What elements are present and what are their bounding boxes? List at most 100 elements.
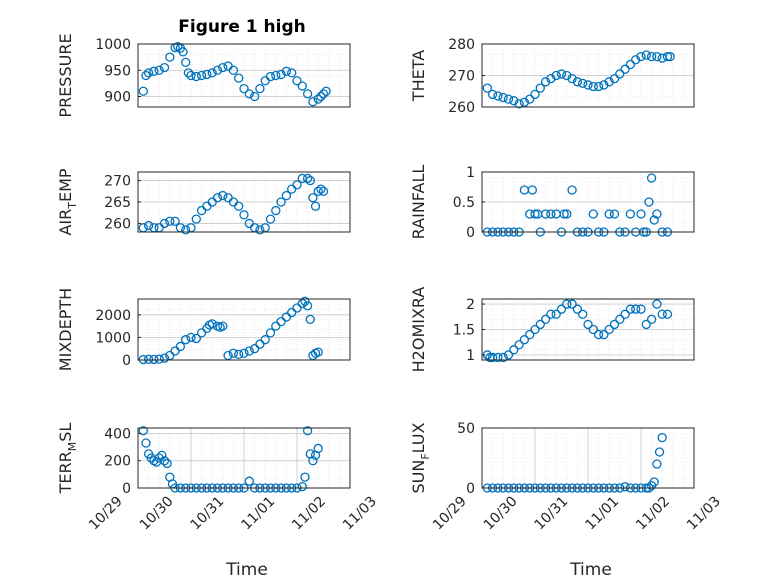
data-point — [196, 70, 207, 81]
data-point — [636, 51, 646, 62]
data-point — [540, 209, 551, 219]
data-point — [313, 443, 323, 454]
y-tick-label: 900 — [104, 90, 131, 106]
data-point — [493, 352, 503, 363]
data-point — [308, 97, 318, 107]
data-point — [503, 350, 514, 360]
data-point — [165, 216, 175, 226]
data-point — [583, 80, 593, 90]
data-point — [302, 89, 313, 99]
data-point — [143, 68, 154, 78]
data-point — [181, 335, 191, 345]
data-point — [228, 348, 239, 358]
data-point — [525, 94, 535, 104]
data-point — [308, 193, 318, 203]
subplot-5: 0 1000 2000 MIXDEPTH — [56, 288, 351, 371]
data-point — [588, 324, 598, 335]
data-point — [321, 86, 331, 96]
data-point — [191, 333, 201, 344]
data-point — [244, 346, 254, 356]
data-point — [212, 193, 223, 203]
data-point — [234, 201, 244, 211]
data-point — [239, 348, 249, 358]
x-tick-label: 10/31 — [532, 494, 572, 534]
data-point — [218, 190, 228, 201]
data-point — [519, 335, 530, 345]
y-tick-label: 270 — [448, 69, 475, 85]
data-point — [649, 215, 659, 225]
data-point — [540, 77, 551, 87]
data-point — [276, 316, 286, 327]
data-point — [556, 69, 567, 79]
x-tick-label: 11/02 — [633, 494, 673, 534]
figure-title: Figure 1 high — [178, 17, 306, 37]
y-tick-label: 0.5 — [453, 195, 475, 211]
data-point — [665, 51, 675, 62]
data-point — [292, 303, 302, 313]
data-point — [649, 477, 659, 487]
data-point — [305, 175, 315, 186]
data-point — [625, 59, 636, 70]
data-point — [588, 81, 598, 92]
data-point — [509, 345, 519, 355]
data-point — [525, 329, 535, 340]
ylabel-4: MIXDEPTH — [56, 288, 75, 371]
y-tick-label: 400 — [104, 426, 131, 442]
data-point — [297, 298, 307, 309]
data-point — [281, 312, 292, 322]
y-tick-label: 280 — [448, 37, 475, 53]
data-point — [178, 47, 188, 57]
data-point — [183, 68, 194, 78]
data-point — [599, 80, 609, 90]
data-point — [170, 346, 180, 356]
data-point — [578, 78, 588, 89]
y-tick-label: 200 — [104, 454, 131, 470]
x-tick-label: 11/03 — [340, 494, 380, 534]
data-point — [615, 314, 625, 324]
axes-box — [137, 427, 351, 489]
axes-box — [137, 298, 351, 361]
data-series — [138, 173, 329, 235]
data-point — [313, 347, 323, 357]
data-point — [159, 456, 170, 466]
data-point — [578, 309, 588, 319]
data-point — [141, 70, 151, 81]
data-point — [212, 65, 223, 75]
ylabel-7: SUNFLUX — [409, 422, 432, 493]
data-point — [625, 209, 636, 219]
data-point — [239, 210, 249, 220]
data-point — [271, 70, 281, 81]
data-point — [228, 65, 239, 75]
data-point — [514, 99, 524, 109]
data-point — [218, 321, 228, 331]
data-series — [138, 41, 331, 113]
data-point — [652, 51, 662, 62]
ylabel-3: RAINFALL — [409, 165, 428, 240]
data-point — [249, 344, 260, 354]
data-point — [562, 299, 572, 309]
data-point — [255, 339, 265, 349]
y-tick-label: 950 — [104, 63, 131, 79]
data-point — [313, 186, 323, 196]
x-axis-label: Time — [225, 560, 268, 580]
data-point — [546, 74, 556, 84]
axes-box — [137, 43, 351, 108]
data-point — [159, 353, 170, 363]
data-point — [297, 481, 307, 492]
data-point — [244, 476, 254, 486]
data-point — [260, 335, 270, 345]
data-point — [281, 66, 292, 76]
data-point — [318, 186, 329, 196]
ylabel-2: AIRTEMP — [56, 168, 79, 235]
x-tick-label: 11/03 — [684, 494, 724, 534]
data-point — [559, 209, 569, 219]
data-point — [300, 296, 310, 306]
data-point — [149, 66, 159, 76]
data-point — [625, 304, 636, 314]
subplot-1: 900 950 1000 PRESSURE Figure 1 high — [56, 17, 351, 118]
data-point — [302, 173, 313, 184]
ylabel-5: H2OMIXRA — [409, 287, 428, 373]
data-point — [588, 209, 598, 219]
data-point — [287, 307, 297, 318]
data-point — [620, 309, 630, 319]
